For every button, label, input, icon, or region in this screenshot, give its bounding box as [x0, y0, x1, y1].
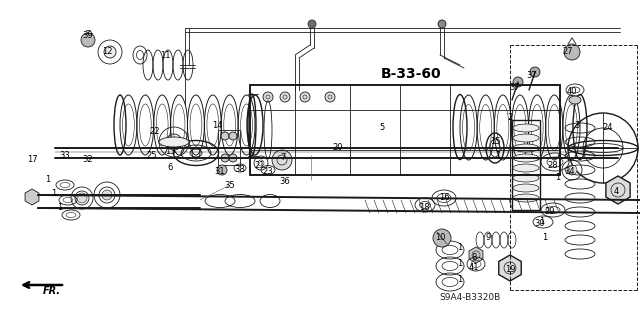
Text: 28: 28 [548, 160, 558, 169]
Text: B-33-60: B-33-60 [381, 67, 442, 81]
Circle shape [438, 20, 446, 28]
Text: 21: 21 [255, 160, 265, 169]
Ellipse shape [513, 174, 539, 182]
Text: 40: 40 [567, 87, 577, 97]
Circle shape [272, 150, 292, 170]
Text: 1: 1 [542, 233, 548, 241]
Text: 32: 32 [83, 155, 93, 165]
Circle shape [263, 92, 273, 102]
Text: 1: 1 [458, 276, 463, 285]
Ellipse shape [513, 134, 539, 142]
Text: 37: 37 [509, 84, 520, 93]
Polygon shape [499, 255, 521, 281]
Text: 1: 1 [556, 174, 561, 182]
Text: 20: 20 [333, 144, 343, 152]
Circle shape [308, 20, 316, 28]
Ellipse shape [77, 193, 87, 203]
Text: 6: 6 [167, 164, 173, 173]
Text: 35: 35 [225, 181, 236, 189]
Circle shape [221, 132, 229, 140]
Ellipse shape [513, 194, 539, 202]
Circle shape [221, 154, 229, 162]
Text: 13: 13 [164, 147, 175, 157]
Text: FR.: FR. [43, 286, 61, 296]
Bar [512, 120, 540, 210]
Text: 3: 3 [574, 121, 580, 130]
Ellipse shape [513, 124, 539, 132]
Circle shape [229, 132, 237, 140]
Text: 23: 23 [262, 167, 273, 176]
Circle shape [433, 229, 451, 247]
Bar [218, 130, 240, 165]
Circle shape [81, 33, 95, 47]
Text: 15: 15 [490, 137, 500, 146]
Circle shape [229, 154, 237, 162]
Text: 39: 39 [83, 31, 93, 40]
Text: 34: 34 [564, 167, 575, 176]
Polygon shape [606, 176, 630, 204]
Text: 1: 1 [540, 218, 545, 226]
Text: 14: 14 [212, 121, 222, 130]
Text: 24: 24 [603, 123, 613, 132]
Text: 2: 2 [508, 114, 513, 122]
Text: 8: 8 [471, 254, 477, 263]
Circle shape [217, 165, 227, 175]
Text: 30: 30 [534, 219, 545, 228]
Text: 38: 38 [235, 166, 245, 174]
Text: 36: 36 [280, 177, 291, 187]
Text: 37: 37 [527, 71, 538, 80]
Text: 9: 9 [485, 234, 491, 242]
Text: 16: 16 [438, 194, 449, 203]
Ellipse shape [513, 154, 539, 162]
Circle shape [530, 67, 540, 77]
Circle shape [280, 92, 290, 102]
Ellipse shape [569, 96, 581, 104]
Circle shape [300, 92, 310, 102]
Polygon shape [25, 189, 39, 205]
Text: 33: 33 [60, 151, 70, 160]
Text: 7: 7 [280, 153, 285, 162]
Text: 41: 41 [468, 263, 479, 271]
Circle shape [104, 46, 116, 58]
Circle shape [26, 191, 38, 203]
Text: 11: 11 [160, 50, 170, 60]
Circle shape [513, 77, 523, 87]
Text: 1: 1 [45, 175, 51, 184]
Text: 1: 1 [458, 243, 463, 253]
Ellipse shape [513, 184, 539, 192]
Circle shape [564, 44, 580, 60]
Ellipse shape [513, 144, 539, 152]
Text: 31: 31 [214, 167, 225, 176]
Text: 5: 5 [380, 123, 385, 132]
Polygon shape [469, 247, 483, 263]
Text: 1: 1 [495, 151, 500, 160]
Text: S9A4-B3320B: S9A4-B3320B [440, 293, 500, 302]
Text: 10: 10 [435, 234, 445, 242]
Ellipse shape [159, 137, 189, 147]
Text: 27: 27 [563, 48, 573, 56]
Text: 1: 1 [51, 189, 56, 197]
Text: 4: 4 [613, 188, 619, 197]
Ellipse shape [513, 164, 539, 172]
Text: 18: 18 [419, 203, 429, 211]
Text: 25: 25 [147, 151, 157, 160]
Circle shape [325, 92, 335, 102]
Text: 1: 1 [458, 259, 463, 269]
Text: 19: 19 [505, 265, 515, 275]
Text: 17: 17 [27, 155, 37, 165]
Text: 22: 22 [150, 128, 160, 137]
Text: 1: 1 [58, 204, 63, 212]
Circle shape [567, 165, 577, 175]
Text: 12: 12 [102, 48, 112, 56]
Ellipse shape [102, 190, 112, 200]
Text: 29: 29 [545, 207, 556, 217]
